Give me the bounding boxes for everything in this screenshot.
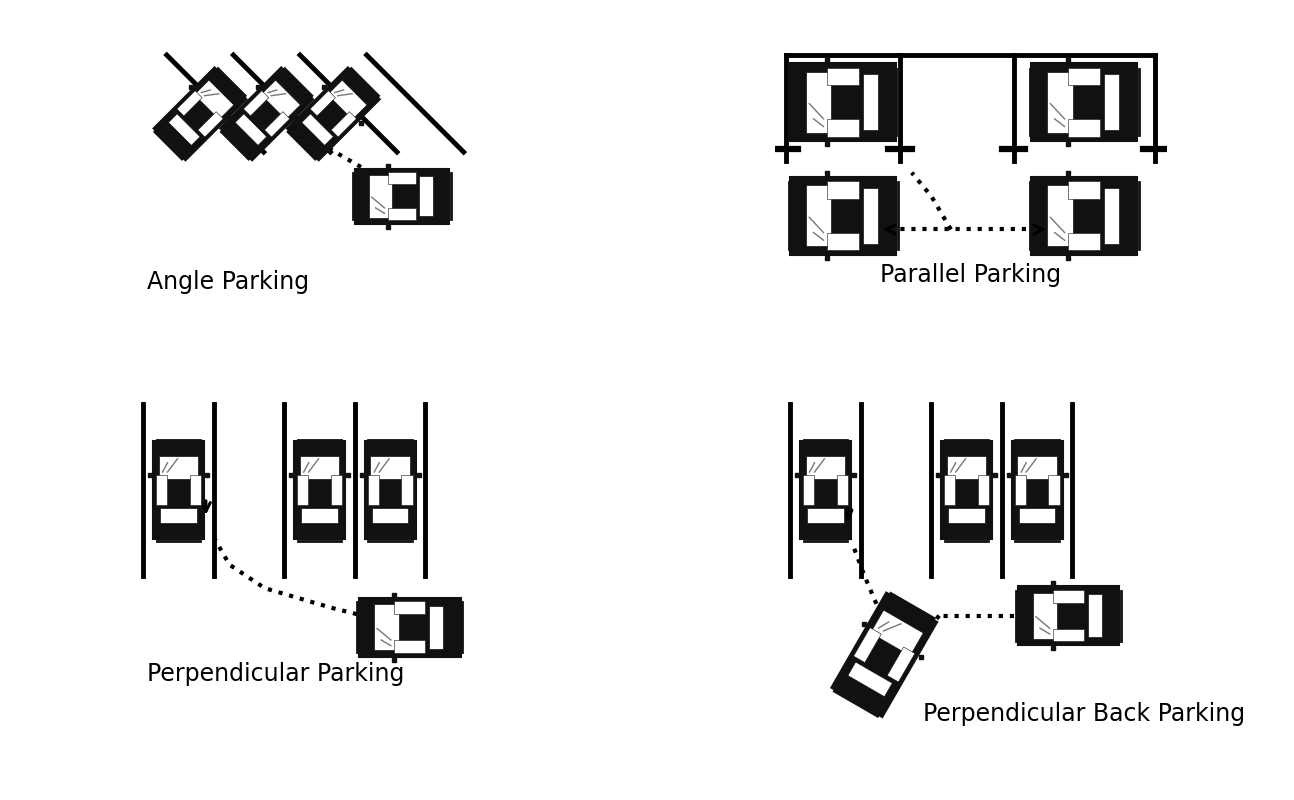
Polygon shape xyxy=(947,456,986,479)
Polygon shape xyxy=(311,90,335,116)
Polygon shape xyxy=(978,475,989,505)
Polygon shape xyxy=(331,112,356,137)
Polygon shape xyxy=(1031,177,1137,255)
Polygon shape xyxy=(355,169,449,223)
Polygon shape xyxy=(837,475,848,505)
Polygon shape xyxy=(945,475,955,505)
Text: Parallel Parking: Parallel Parking xyxy=(880,262,1061,286)
Polygon shape xyxy=(1053,590,1084,602)
Polygon shape xyxy=(154,67,246,160)
Polygon shape xyxy=(827,182,859,198)
Polygon shape xyxy=(157,475,167,505)
Polygon shape xyxy=(1053,629,1084,642)
Polygon shape xyxy=(1069,119,1100,137)
Polygon shape xyxy=(358,598,461,657)
Polygon shape xyxy=(371,509,409,522)
Polygon shape xyxy=(807,509,844,522)
Polygon shape xyxy=(369,174,392,218)
Polygon shape xyxy=(848,662,893,697)
Polygon shape xyxy=(294,441,345,539)
Polygon shape xyxy=(806,185,832,246)
Polygon shape xyxy=(800,441,851,539)
Polygon shape xyxy=(871,610,924,656)
Polygon shape xyxy=(287,67,379,160)
Polygon shape xyxy=(428,606,444,649)
Polygon shape xyxy=(177,90,202,116)
Polygon shape xyxy=(831,593,937,717)
Polygon shape xyxy=(298,475,308,505)
Polygon shape xyxy=(264,112,290,137)
Polygon shape xyxy=(1014,475,1026,505)
Polygon shape xyxy=(949,509,985,522)
Polygon shape xyxy=(863,187,879,244)
Polygon shape xyxy=(159,456,198,479)
Polygon shape xyxy=(806,456,845,479)
Polygon shape xyxy=(1087,594,1102,637)
Polygon shape xyxy=(374,605,399,650)
Polygon shape xyxy=(261,80,300,119)
Polygon shape xyxy=(395,602,424,614)
Polygon shape xyxy=(1018,509,1056,522)
Polygon shape xyxy=(401,475,413,505)
Polygon shape xyxy=(388,172,415,184)
Polygon shape xyxy=(806,71,832,133)
Polygon shape xyxy=(791,63,895,142)
Polygon shape xyxy=(419,177,433,216)
Polygon shape xyxy=(302,509,338,522)
Polygon shape xyxy=(1017,456,1057,479)
Polygon shape xyxy=(367,475,379,505)
Polygon shape xyxy=(365,441,415,539)
Polygon shape xyxy=(1033,593,1057,638)
Polygon shape xyxy=(370,456,410,479)
Polygon shape xyxy=(1047,185,1073,246)
Polygon shape xyxy=(1069,233,1100,250)
Polygon shape xyxy=(1031,63,1137,142)
Polygon shape xyxy=(331,475,342,505)
Polygon shape xyxy=(1047,71,1073,133)
Polygon shape xyxy=(827,233,859,250)
Polygon shape xyxy=(194,80,234,119)
Text: Perpendicular Back Parking: Perpendicular Back Parking xyxy=(924,702,1246,726)
Polygon shape xyxy=(1012,441,1062,539)
Polygon shape xyxy=(1104,74,1119,130)
Polygon shape xyxy=(302,114,334,146)
Polygon shape xyxy=(863,74,879,130)
Polygon shape xyxy=(190,475,201,505)
Polygon shape xyxy=(791,177,895,255)
Polygon shape xyxy=(941,441,992,539)
Polygon shape xyxy=(1017,586,1119,645)
Polygon shape xyxy=(220,67,313,160)
Polygon shape xyxy=(300,456,339,479)
Polygon shape xyxy=(168,114,201,146)
Polygon shape xyxy=(854,628,881,662)
Polygon shape xyxy=(160,509,197,522)
Polygon shape xyxy=(243,90,269,116)
Polygon shape xyxy=(804,475,814,505)
Polygon shape xyxy=(888,647,915,682)
Polygon shape xyxy=(1069,67,1100,85)
Text: Perpendicular Parking: Perpendicular Parking xyxy=(148,662,405,686)
Polygon shape xyxy=(1069,182,1100,198)
Polygon shape xyxy=(198,112,223,137)
Polygon shape xyxy=(827,67,859,85)
Polygon shape xyxy=(1048,475,1060,505)
Text: Angle Parking: Angle Parking xyxy=(148,270,309,294)
Polygon shape xyxy=(388,208,415,220)
Polygon shape xyxy=(827,119,859,137)
Polygon shape xyxy=(236,114,267,146)
Polygon shape xyxy=(1104,187,1119,244)
Polygon shape xyxy=(327,80,367,119)
Polygon shape xyxy=(153,441,204,539)
Polygon shape xyxy=(395,640,424,654)
